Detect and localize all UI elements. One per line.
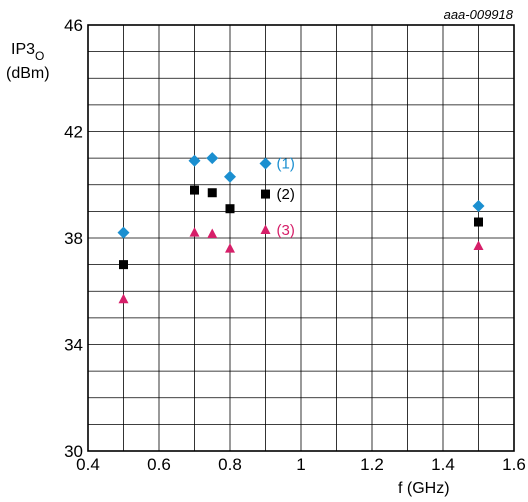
triangle-marker [225,243,235,253]
x-tick-label: 1.4 [431,455,455,474]
diamond-marker [472,200,485,213]
diamond-marker [188,154,201,167]
triangle-marker [473,240,484,250]
square-marker [474,217,483,227]
y-tick-label: 46 [64,16,83,35]
series-label: (3) [277,222,295,239]
x-tick-labels: 0.4 0.6 0.8 1 1.2 1.4 1.6 [76,455,526,474]
square-marker [225,204,235,214]
figure-id: aaa-009918 [444,7,514,22]
triangle-marker [207,228,218,239]
triangle-marker [189,227,200,237]
diamond-marker [259,157,272,170]
diamond-marker [224,170,236,183]
y-tick-label: 38 [64,229,83,248]
square-marker [207,188,217,198]
x-tick-label: 1 [296,455,305,474]
y-axis-label: IP3O [11,41,44,63]
plot-grid [88,25,514,451]
diamond-marker [117,226,130,239]
y-tick-label: 30 [64,442,83,461]
y-tick-labels: 30 34 38 42 46 [64,16,83,461]
y-axis-label-subscript: O [35,49,44,63]
diamond-marker [206,152,219,165]
square-marker [261,189,270,199]
square-marker [119,260,128,270]
x-tick-label: 1.2 [360,455,384,474]
data-markers [117,152,485,304]
x-tick-label: 1.6 [502,455,526,474]
square-marker [190,185,199,195]
triangle-marker [118,293,129,304]
y-tick-label: 42 [64,123,83,142]
y-axis-unit: (dBm) [6,65,50,82]
y-axis-label-main: IP3 [11,41,35,58]
series-label: (2) [277,186,295,203]
plot-frame [87,24,515,452]
y-tick-label: 34 [64,336,83,355]
x-tick-label: 0.6 [147,455,171,474]
x-axis-label: f (GHz) [398,480,450,497]
series-label: (1) [277,155,295,172]
x-tick-label: 0.4 [76,455,100,474]
series-labels: (1) (2) (3) [277,155,295,239]
x-tick-label: 0.8 [218,455,242,474]
triangle-marker [260,224,271,235]
